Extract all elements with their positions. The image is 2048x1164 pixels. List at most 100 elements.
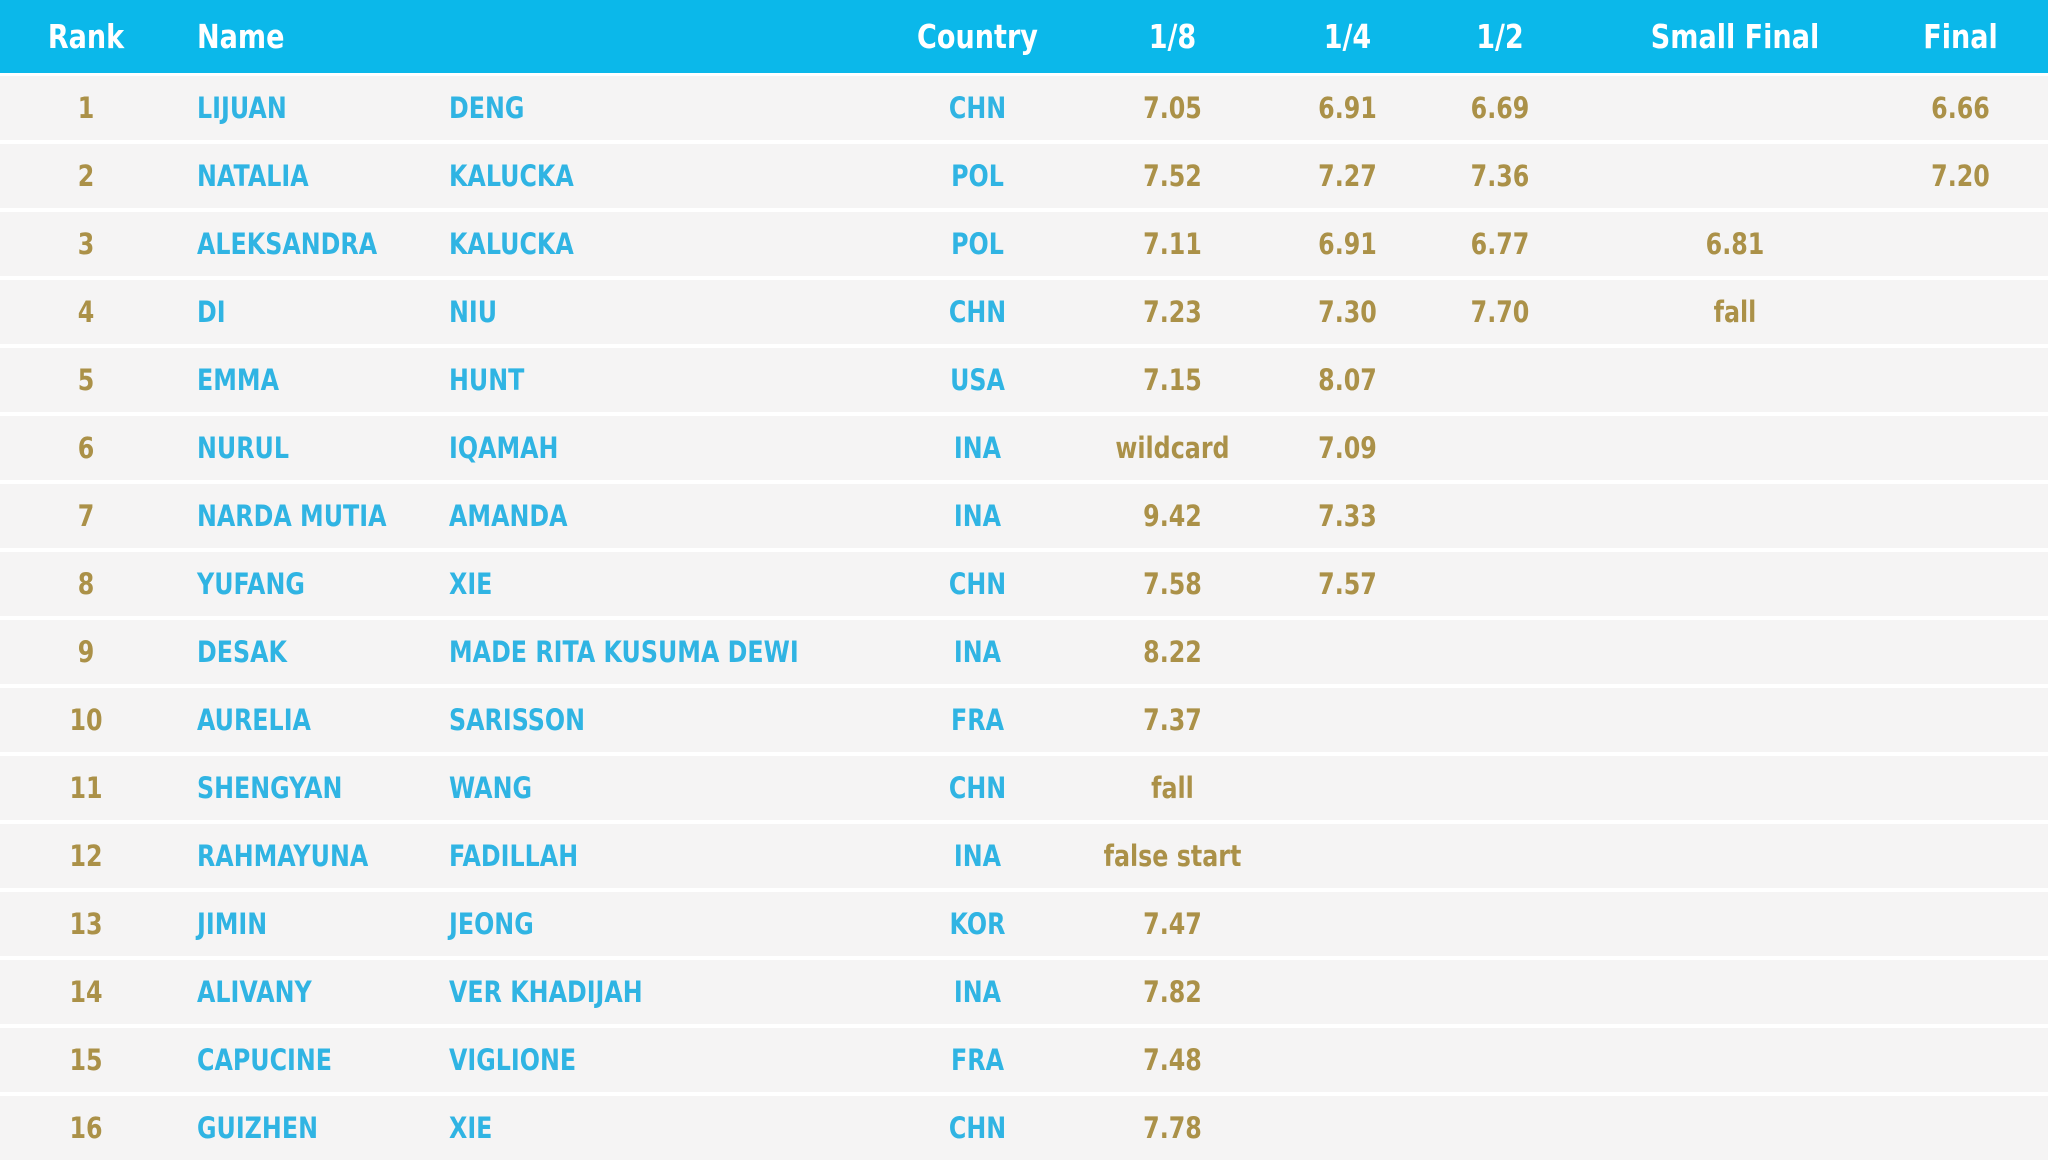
cell-small_final — [1585, 958, 1885, 1028]
cell-small_final — [1585, 414, 1885, 484]
cell-small_final — [1585, 1094, 1885, 1164]
cell-country-text: INA — [953, 499, 1002, 533]
cell-final: 6.66 — [1885, 74, 2048, 144]
cell-r18-text: 7.82 — [1143, 975, 1202, 1009]
cell-r18: fall — [1065, 754, 1280, 824]
cell-r18: false start — [1065, 822, 1280, 892]
cell-country-text: POL — [951, 227, 1004, 261]
cell-rank: 3 — [0, 210, 172, 280]
cell-first-text: ALEKSANDRA — [197, 227, 378, 261]
cell-rank: 11 — [0, 754, 172, 824]
cell-r12 — [1415, 1094, 1585, 1164]
cell-final — [1885, 1026, 2048, 1096]
cell-rank-text: 2 — [77, 159, 95, 193]
cell-country-text: CHN — [948, 295, 1007, 329]
cell-final — [1885, 414, 2048, 484]
cell-r18-text: 7.58 — [1143, 567, 1202, 601]
cell-r14-text: 8.07 — [1318, 363, 1377, 397]
cell-country: INA — [890, 822, 1065, 892]
col-header-eighth: 1/8 — [1065, 0, 1280, 76]
cell-country: CHN — [890, 550, 1065, 620]
cell-r18: wildcard — [1065, 414, 1280, 484]
cell-final — [1885, 890, 2048, 960]
cell-r18: 7.52 — [1065, 142, 1280, 212]
cell-final-text: 7.20 — [1931, 159, 1990, 193]
table-row: 12 RAHMAYUNA FADILLAH INA false start — [0, 822, 2048, 892]
cell-country-text: CHN — [948, 91, 1007, 125]
cell-final — [1885, 958, 2048, 1028]
cell-r18-text: 9.42 — [1143, 499, 1202, 533]
cell-r14: 6.91 — [1280, 74, 1415, 144]
cell-first-text: NATALIA — [197, 159, 309, 193]
col-header-final: Final — [1885, 0, 2048, 76]
cell-last-text: NIU — [449, 295, 498, 329]
cell-r14 — [1280, 754, 1415, 824]
cell-last-text: KALUCKA — [449, 227, 574, 261]
cell-r12 — [1415, 754, 1585, 824]
cell-rank: 4 — [0, 278, 172, 348]
table-row: 2 NATALIA KALUCKA POL 7.52 7.27 7.36 7.20 — [0, 142, 2048, 212]
cell-r12 — [1415, 550, 1585, 620]
cell-r14-text: 7.33 — [1318, 499, 1377, 533]
cell-first-text: ALIVANY — [197, 975, 312, 1009]
cell-r14 — [1280, 958, 1415, 1028]
cell-last-text: VER KHADIJAH — [449, 975, 643, 1009]
cell-last: SARISSON — [447, 686, 890, 756]
cell-rank-text: 10 — [69, 703, 103, 737]
cell-r14: 7.33 — [1280, 482, 1415, 552]
cell-last: KALUCKA — [447, 142, 890, 212]
cell-small_final — [1585, 482, 1885, 552]
cell-rank-text: 7 — [77, 499, 95, 533]
cell-last-text: HUNT — [449, 363, 525, 397]
table-row: 3 ALEKSANDRA KALUCKA POL 7.11 6.91 6.77 6.81 — [0, 210, 2048, 280]
cell-first: CAPUCINE — [172, 1026, 447, 1096]
cell-r12 — [1415, 414, 1585, 484]
cell-small_final — [1585, 74, 1885, 144]
cell-first: EMMA — [172, 346, 447, 416]
cell-r14-text: 7.09 — [1318, 431, 1377, 465]
cell-country-text: INA — [953, 635, 1002, 669]
cell-r12 — [1415, 822, 1585, 892]
cell-rank: 6 — [0, 414, 172, 484]
cell-r18-text: 7.05 — [1143, 91, 1202, 125]
cell-rank: 8 — [0, 550, 172, 620]
cell-r14 — [1280, 618, 1415, 688]
cell-r18: 7.23 — [1065, 278, 1280, 348]
table-header: Rank Name Country 1/8 1/4 1/2 Small Fina… — [0, 0, 2048, 76]
cell-r18-text: 7.15 — [1143, 363, 1202, 397]
col-header-country-label: Country — [917, 17, 1038, 56]
cell-first-text: DI — [197, 295, 226, 329]
cell-first: AURELIA — [172, 686, 447, 756]
table-row: 1 LIJUAN DENG CHN 7.05 6.91 6.69 6.66 — [0, 74, 2048, 144]
cell-country: CHN — [890, 278, 1065, 348]
cell-last-text: XIE — [449, 1111, 493, 1145]
header-row: Rank Name Country 1/8 1/4 1/2 Small Fina… — [0, 0, 2048, 76]
cell-r18-text: fall — [1151, 771, 1194, 805]
cell-country-text: CHN — [948, 1111, 1007, 1145]
table-row: 11 SHENGYAN WANG CHN fall — [0, 754, 2048, 824]
col-header-quarter-label: 1/4 — [1323, 17, 1372, 56]
table-row: 5 EMMA HUNT USA 7.15 8.07 — [0, 346, 2048, 416]
col-header-small-final: Small Final — [1585, 0, 1885, 76]
cell-rank: 14 — [0, 958, 172, 1028]
col-header-country: Country — [890, 0, 1065, 76]
cell-r18-text: 8.22 — [1143, 635, 1202, 669]
cell-r12 — [1415, 346, 1585, 416]
col-header-small-final-label: Small Final — [1650, 17, 1820, 56]
cell-rank: 7 — [0, 482, 172, 552]
cell-rank-text: 16 — [69, 1111, 103, 1145]
cell-first-text: JIMIN — [197, 907, 268, 941]
cell-r14 — [1280, 822, 1415, 892]
table-row: 16 GUIZHEN XIE CHN 7.78 — [0, 1094, 2048, 1164]
cell-final — [1885, 346, 2048, 416]
cell-country-text: CHN — [948, 567, 1007, 601]
cell-small_final — [1585, 142, 1885, 212]
cell-country: INA — [890, 414, 1065, 484]
cell-r18: 7.47 — [1065, 890, 1280, 960]
cell-first: NURUL — [172, 414, 447, 484]
cell-last: NIU — [447, 278, 890, 348]
cell-country: FRA — [890, 686, 1065, 756]
cell-r14-text: 7.30 — [1318, 295, 1377, 329]
cell-small_final — [1585, 754, 1885, 824]
